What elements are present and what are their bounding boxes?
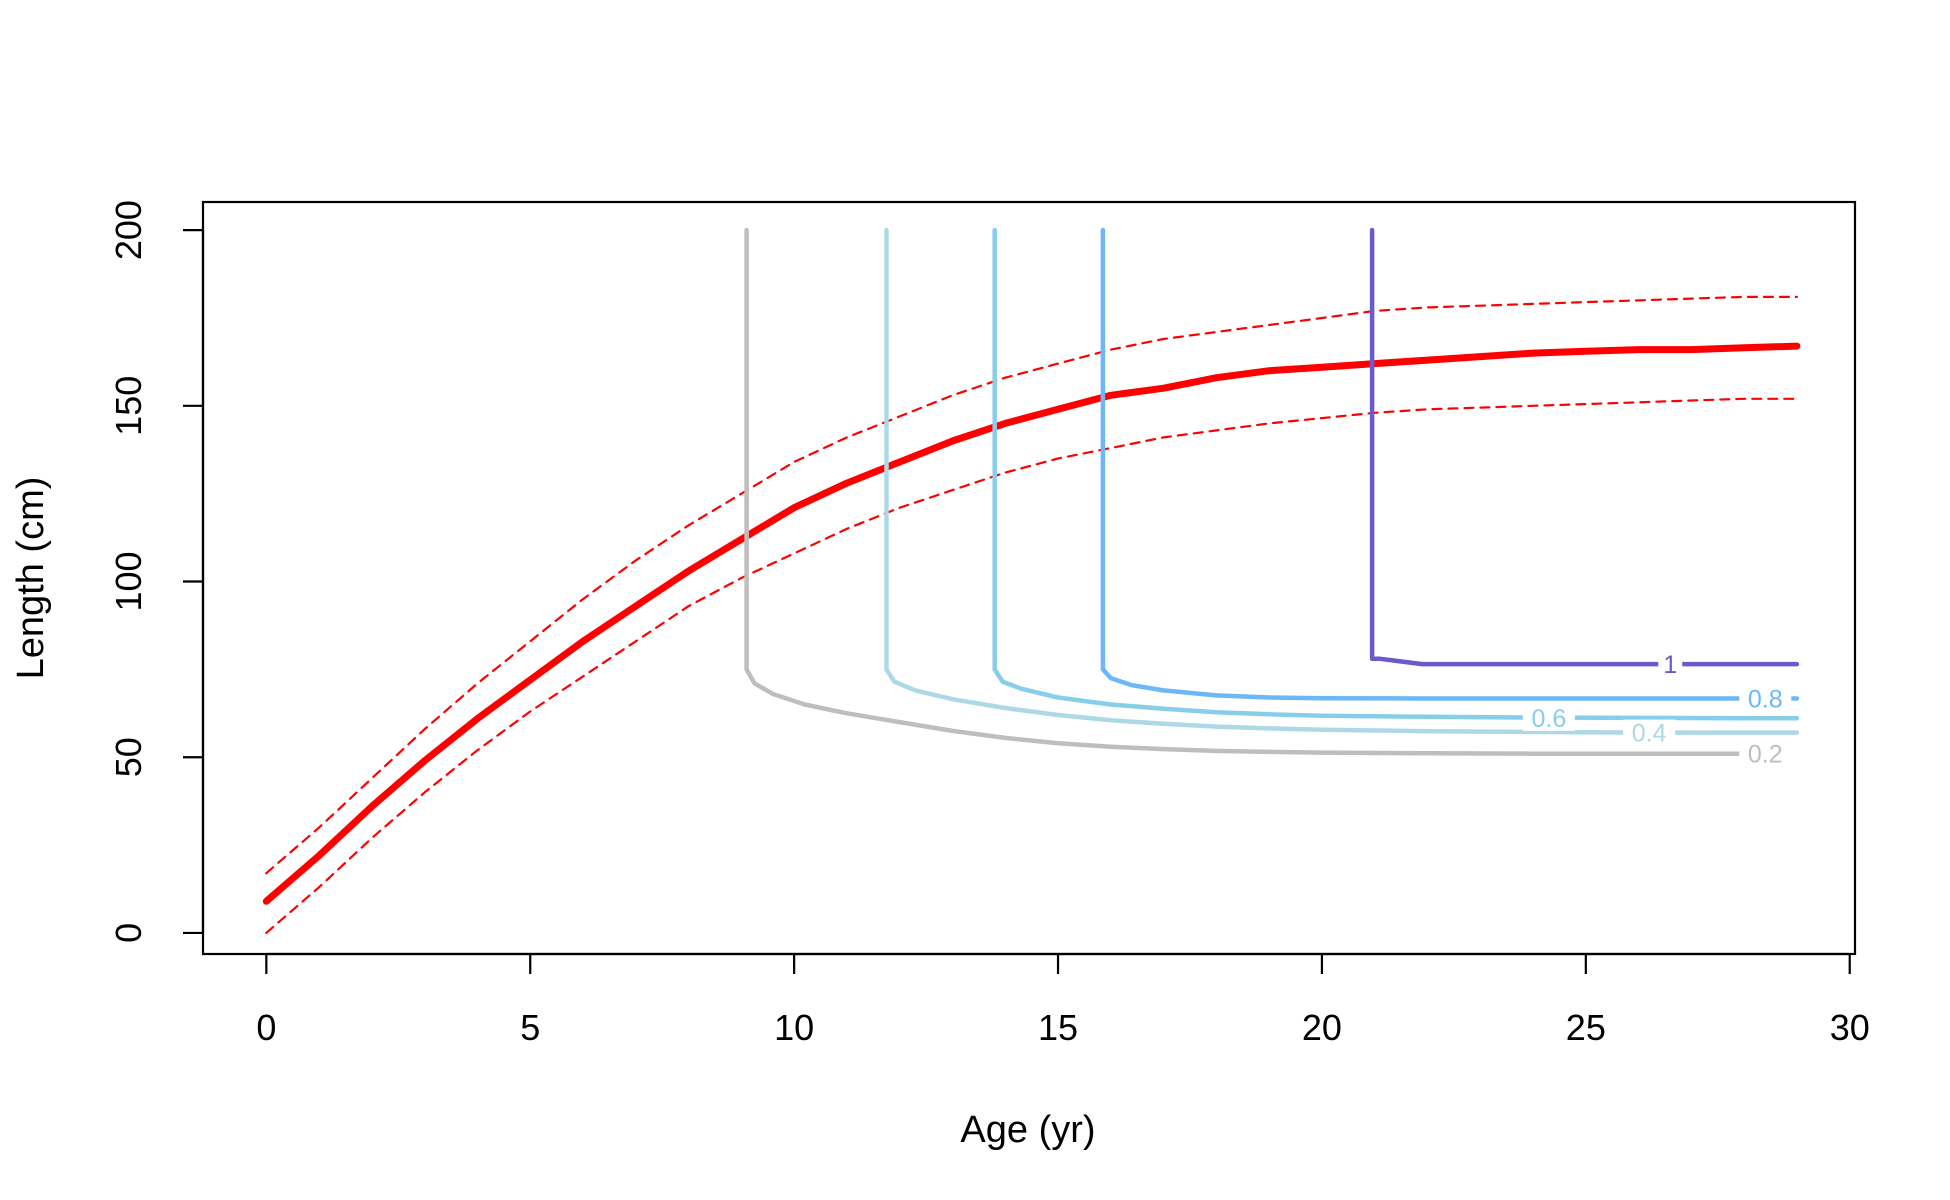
x-tick-label: 25 <box>1566 1007 1606 1048</box>
growth-upper-line <box>265 295 1799 875</box>
contour-label-bg <box>1623 719 1676 746</box>
y-tick-label: 100 <box>108 551 149 611</box>
x-tick-label: 5 <box>520 1007 540 1048</box>
y-tick-label: 50 <box>108 737 149 777</box>
contour-line-0-6 <box>992 227 1800 721</box>
contour-label: 0.6 <box>1531 705 1566 733</box>
contour-line-1 <box>1369 227 1800 667</box>
contour-label-bg <box>1739 740 1792 767</box>
growth-mean-line <box>262 342 1801 905</box>
y-tick-label: 150 <box>108 376 149 436</box>
contour-label-bg <box>1739 685 1792 712</box>
contour-label: 0.4 <box>1632 720 1667 748</box>
contour-line-0-4 <box>884 227 1800 735</box>
contour-label: 0.8 <box>1748 686 1783 714</box>
contour-label-bg <box>1658 651 1683 678</box>
x-axis-label: Age (yr) <box>960 1109 1095 1151</box>
x-tick-label: 10 <box>774 1007 814 1048</box>
x-tick-label: 20 <box>1302 1007 1342 1048</box>
series-layer <box>262 227 1801 935</box>
y-tick-label: 200 <box>108 200 149 260</box>
plot-frame <box>201 200 1857 956</box>
contour-label: 0.2 <box>1748 741 1783 769</box>
contour-label-bg <box>1522 704 1575 731</box>
contour-line-0-2 <box>744 227 1747 756</box>
y-axis-label: Length (cm) <box>10 477 52 680</box>
contour-label-layer: 1 0.8 0.6 0.4 0.2 <box>1522 651 1792 769</box>
y-tick-label: 0 <box>108 923 149 943</box>
contour-label: 1 <box>1663 651 1677 679</box>
contour-line-0-8 <box>1100 227 1800 701</box>
axes: 0 5 10 15 20 25 30 0 50 100 150 200 <box>108 200 1870 1048</box>
x-tick-label: 30 <box>1830 1007 1870 1048</box>
x-tick-label: 0 <box>256 1007 276 1048</box>
x-tick-label: 15 <box>1038 1007 1078 1048</box>
